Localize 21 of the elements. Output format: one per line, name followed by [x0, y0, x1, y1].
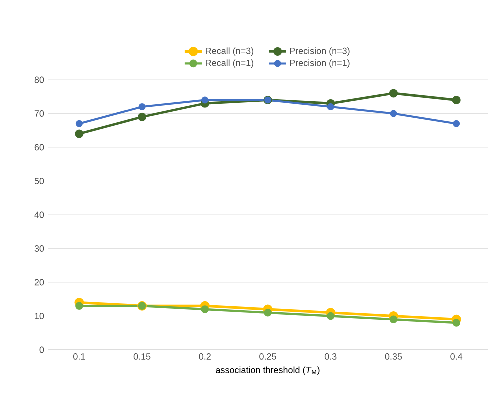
x-tick-label: 0.3 [324, 354, 337, 360]
y-tick-label: 50 [34, 178, 44, 184]
y-tick-label: 20 [34, 279, 44, 286]
y-tick-label: 60 [34, 144, 44, 151]
x-tick-label: 0.25 [260, 354, 276, 360]
x-tick-label: 0.4 [450, 354, 463, 360]
y-tick-label: 80 [34, 76, 44, 84]
x-tick-label: 0.15 [134, 354, 151, 360]
y-tick-label: 10 [35, 313, 44, 320]
x-tick-label: 0.1 [74, 354, 86, 360]
legend-label: Precision (n=3) [290, 48, 350, 56]
x-tick-label: 0.2 [199, 354, 211, 360]
y-tick-label: 30 [34, 246, 44, 252]
x-tick-label: 0.35 [385, 354, 402, 360]
x-axis-title: association threshold (T$_{M}$) [216, 366, 320, 376]
legend-label: Recall (n=3) [206, 48, 254, 56]
legend-label: Precision (n=1) [290, 60, 350, 68]
legend-label: Recall (n=1) [206, 60, 254, 68]
y-tick-label: 0 [40, 346, 44, 354]
y-tick-label: 70 [34, 110, 44, 117]
y-tick-label: 40 [34, 212, 44, 218]
